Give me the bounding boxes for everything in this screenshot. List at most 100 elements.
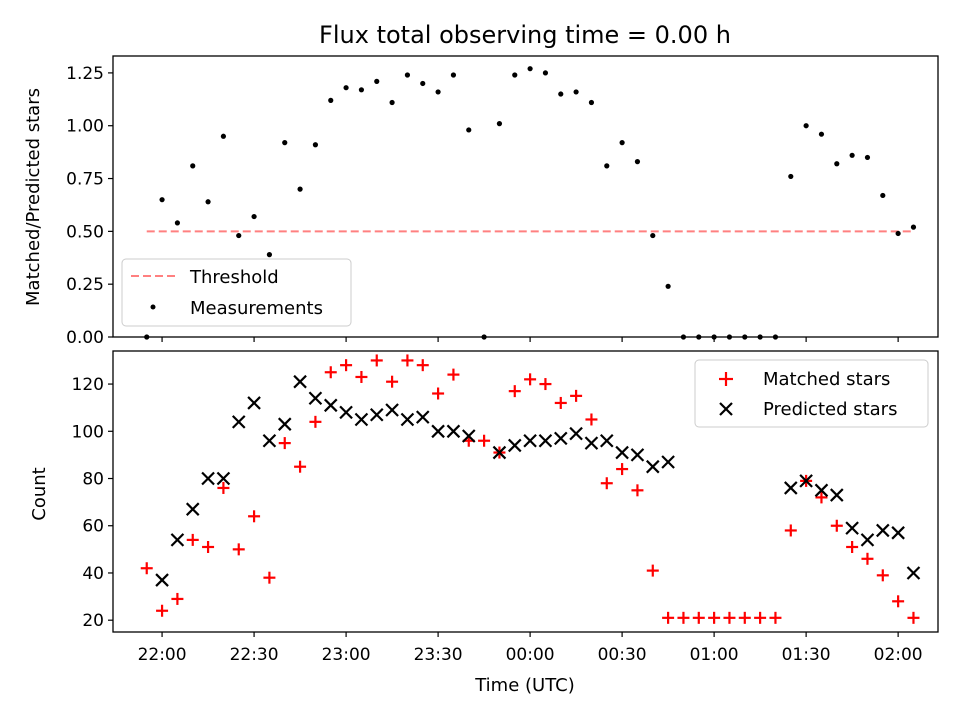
predicted-star-point [630, 448, 645, 462]
measurement-point [895, 230, 901, 237]
matched-star-point [830, 519, 843, 532]
matched-star-point [401, 354, 414, 367]
matched-star-point [876, 569, 889, 582]
top-y-tick-label: 1.25 [66, 64, 104, 84]
matched-star-point [524, 373, 537, 386]
bottom-legend: Matched stars Predicted stars [694, 359, 929, 428]
measurement-point [634, 159, 641, 165]
measurement-point [174, 220, 181, 226]
legend-predicted-stars-label: Predicted stars [763, 399, 897, 420]
predicted-star-point [784, 481, 798, 495]
matched-star-point [846, 540, 859, 553]
matched-star-point [355, 370, 368, 383]
measurement-point [803, 123, 809, 129]
matched-star-point [232, 543, 245, 556]
predicted-star-point [615, 445, 629, 460]
x-tick-label: 01:00 [690, 645, 739, 665]
x-axis-label: Time (UTC) [474, 675, 575, 696]
predicted-star-point [523, 433, 537, 448]
matched-star-point [324, 366, 337, 379]
matched-star-point [248, 510, 261, 523]
measurement-point [236, 232, 242, 239]
matched-star-point [662, 611, 675, 624]
measurement-point [849, 152, 855, 158]
measurement-point [466, 127, 472, 133]
measurement-point [389, 99, 395, 106]
measurement-point [404, 72, 411, 78]
predicted-star-point [415, 410, 430, 424]
matched-star-point [478, 434, 491, 447]
measurement-point [266, 252, 273, 258]
matched-star-point [263, 571, 276, 584]
top-y-tick-label: 0.75 [66, 170, 104, 190]
x-tick-label: 01:30 [782, 645, 831, 665]
matched-star-point [340, 359, 353, 372]
predicted-star-point [369, 407, 384, 422]
matched-stars-legend-swatch [719, 372, 733, 386]
measurement-point [159, 197, 165, 203]
measurement-point [450, 72, 457, 78]
predicted-star-point [354, 412, 369, 427]
matched-star-point [186, 533, 199, 546]
x-tick-label: 23:00 [322, 645, 371, 665]
predicted-star-point [553, 431, 568, 446]
predicted-star-point [323, 398, 338, 413]
matched-star-point [861, 552, 874, 565]
measurement-point [834, 161, 840, 167]
matched-star-point [416, 359, 429, 372]
measurement-point [358, 87, 365, 93]
matched-star-point [815, 491, 828, 504]
predicted-stars-legend-swatch [719, 402, 733, 416]
bottom-legend-box [694, 359, 929, 428]
matched-star-point [140, 562, 153, 575]
measurement-point [880, 192, 886, 199]
bottom-y-tick-label: 60 [82, 517, 104, 537]
top-plot-area: 0.00 0.25 0.50 0.75 1.00 1.25 [66, 55, 939, 348]
measurement-point [818, 131, 825, 137]
matched-star-point [708, 611, 721, 624]
predicted-star-point [262, 433, 277, 448]
x-tick-label: 02:00 [874, 645, 923, 665]
matched-star-point [508, 385, 521, 398]
matched-star-point [202, 540, 215, 553]
top-legend: Threshold Measurements [121, 258, 352, 327]
x-tick-label: 23:30 [414, 645, 463, 665]
measurement-point [864, 154, 871, 161]
predicted-star-point [906, 566, 921, 580]
measurement-point [420, 80, 426, 87]
predicted-star-point [185, 502, 200, 516]
measurement-point [619, 140, 625, 146]
top-y-tick-label: 0.50 [66, 222, 104, 242]
predicted-star-point [293, 374, 307, 389]
matched-star-point [616, 463, 629, 476]
predicted-star-point [799, 474, 813, 488]
matched-star-point [677, 611, 690, 624]
matched-star-point [539, 378, 552, 391]
top-y-axis-label: Matched/Predicted stars [23, 88, 44, 306]
predicted-star-point [584, 436, 599, 450]
matched-star-point [554, 396, 567, 409]
predicted-star-point [231, 415, 246, 429]
bottom-y-tick-label: 40 [82, 564, 104, 584]
predicted-star-point [814, 483, 829, 498]
measurement-point [788, 173, 794, 180]
predicted-star-point [385, 403, 399, 417]
measurement-point [374, 78, 380, 84]
measurement-point [910, 224, 917, 230]
top-y-tick-label: 0.25 [66, 275, 104, 295]
matched-star-point [723, 611, 736, 624]
matched-star-point [370, 354, 383, 367]
predicted-star-point [277, 417, 292, 431]
matched-star-point [892, 595, 905, 608]
measurement-point [312, 142, 319, 148]
predicted-star-point [876, 523, 890, 538]
matched-star-point [769, 611, 782, 624]
predicted-star-point [339, 405, 353, 420]
measurement-point [650, 232, 656, 239]
measurement-point [282, 140, 288, 146]
measurement-point [527, 66, 533, 72]
predicted-star-point [569, 426, 583, 441]
x-tick-label: 00:00 [506, 645, 555, 665]
measurement-point [496, 121, 503, 127]
predicted-star-point [155, 573, 169, 587]
